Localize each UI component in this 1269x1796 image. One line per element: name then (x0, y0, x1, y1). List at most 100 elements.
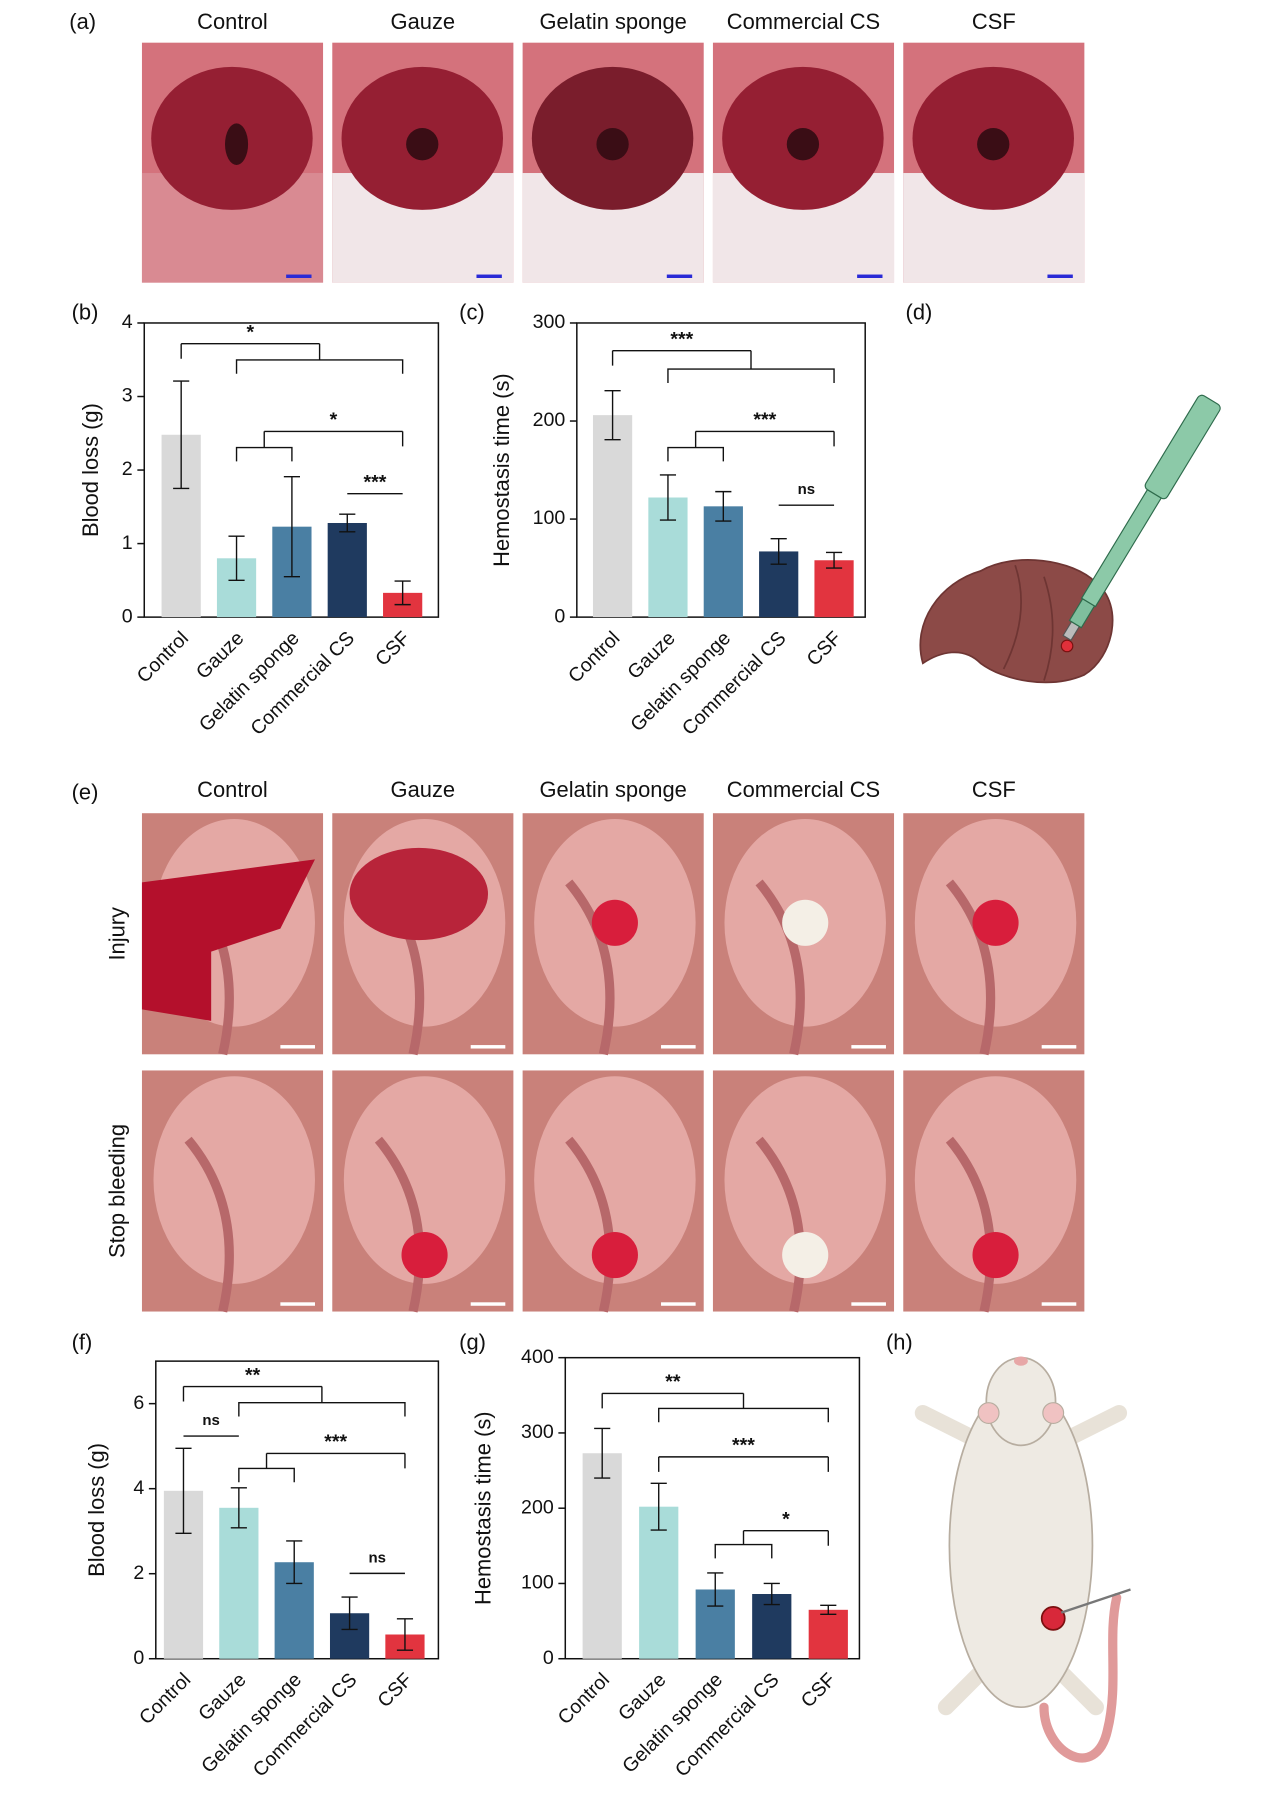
error-bar (770, 537, 787, 565)
hemostat (401, 1231, 448, 1279)
tissue-fold (755, 879, 805, 1056)
photo (903, 42, 1085, 283)
y-tick-label: 0 (554, 605, 565, 627)
tissue-fold (565, 879, 615, 1056)
x-tick-label: Gelatin sponge (618, 1669, 727, 1778)
scale-bar (661, 1045, 696, 1049)
bar (582, 1453, 622, 1659)
error-bar (396, 1618, 414, 1651)
scale-bar (286, 274, 312, 278)
tissue-fold (755, 1136, 805, 1313)
significance-bracket (658, 1456, 829, 1472)
rat-tail (1039, 1592, 1122, 1763)
hemostat (591, 1231, 638, 1279)
y-tick-label: 200 (521, 1496, 554, 1518)
y-axis-label: Hemostasis time (s) (470, 1411, 495, 1605)
y-tick-label: 6 (133, 1392, 144, 1414)
rat-limb (1053, 1664, 1104, 1716)
significance-bracket (667, 430, 835, 462)
y-axis-label: Blood loss (g) (84, 1443, 109, 1577)
photo (903, 1070, 1085, 1313)
x-tick-label: Control (133, 627, 193, 687)
y-tick-label: 300 (521, 1421, 554, 1443)
significance-label: *** (670, 328, 693, 350)
blood (141, 859, 315, 1021)
column-header: Gauze (391, 777, 456, 802)
x-tick-label: CSF (371, 627, 414, 670)
rat-limb (937, 1664, 989, 1716)
significance-bracket (714, 1530, 829, 1559)
error-bar (173, 380, 190, 490)
y-tick-label: 0 (543, 1647, 554, 1669)
photo (141, 813, 324, 1056)
y-tick-label: 2 (133, 1562, 144, 1584)
column-header: CSF (972, 777, 1016, 802)
scale-bar (851, 1045, 886, 1049)
y-tick-label: 100 (533, 507, 566, 529)
bar (592, 415, 633, 618)
significance-label: *** (732, 1435, 755, 1457)
column-header: Commercial CS (727, 9, 880, 34)
scale-bar (280, 1045, 315, 1049)
column-header: Gauze (391, 9, 456, 34)
x-tick-label: Control (564, 627, 624, 687)
scale-bar (1041, 1045, 1077, 1049)
significance-label: ** (245, 1364, 261, 1386)
hemostat (972, 899, 1019, 946)
error-bar (228, 535, 245, 582)
column-header: Gelatin sponge (539, 777, 686, 802)
rat-head (985, 1356, 1057, 1447)
panel-label: (g) (459, 1330, 486, 1355)
row-header: Injury (105, 907, 130, 961)
x-tick-label: Gelatin sponge (197, 1669, 306, 1778)
y-tick-label: 300 (533, 311, 566, 333)
hemostat (591, 899, 638, 946)
significance-label: *** (364, 471, 387, 493)
error-bar (820, 1604, 837, 1616)
error-bar (650, 1482, 667, 1531)
y-axis-label: Hemostasis time (s) (489, 373, 514, 567)
rat-illustration (914, 1356, 1131, 1763)
error-bar (763, 1582, 780, 1606)
applicator-illustration (1062, 394, 1221, 642)
significance-label: ** (665, 1371, 681, 1393)
panel-label: (b) (72, 300, 99, 325)
photo (141, 42, 324, 283)
bar (639, 1506, 679, 1659)
y-tick-label: 200 (533, 409, 566, 431)
injection-site (1040, 1605, 1066, 1631)
bar (327, 522, 367, 618)
bar (703, 506, 743, 618)
wound (596, 128, 629, 161)
significance-label: *** (753, 409, 776, 431)
photo (332, 42, 514, 283)
x-tick-label: Commercial CS (249, 1669, 362, 1782)
scale-bar (851, 1302, 886, 1306)
error-bar (604, 389, 621, 441)
hemostat (972, 1231, 1019, 1279)
scale-bar (470, 1045, 506, 1049)
x-tick-label: Control (135, 1669, 195, 1729)
wound (786, 128, 820, 161)
photo (712, 813, 895, 1056)
panel-label: (c) (459, 300, 485, 325)
y-axis-label: Blood loss (g) (78, 403, 103, 537)
x-tick-label: Gelatin sponge (626, 627, 735, 736)
significance-label: * (247, 322, 255, 344)
applicator-body (1080, 488, 1163, 608)
row-header: Stop bleeding (105, 1124, 130, 1258)
significance-label: * (330, 409, 338, 431)
liver-lobe (1002, 564, 1054, 681)
y-tick-label: 1 (122, 532, 133, 554)
tissue (343, 1076, 506, 1284)
bar (814, 560, 854, 618)
x-tick-label: Commercial CS (671, 1669, 784, 1782)
photo (903, 813, 1085, 1056)
scale-bar (476, 274, 502, 278)
scale-bar (1041, 1302, 1077, 1306)
scale-bar (1047, 274, 1073, 278)
injection-site (1060, 639, 1074, 653)
rat-limb (1064, 1404, 1128, 1445)
